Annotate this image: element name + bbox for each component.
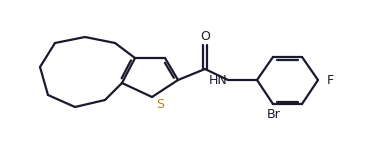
Text: Br: Br [267, 108, 281, 120]
Text: S: S [156, 97, 164, 111]
Text: HN: HN [209, 73, 227, 86]
Text: O: O [200, 31, 210, 44]
Text: F: F [326, 73, 334, 86]
